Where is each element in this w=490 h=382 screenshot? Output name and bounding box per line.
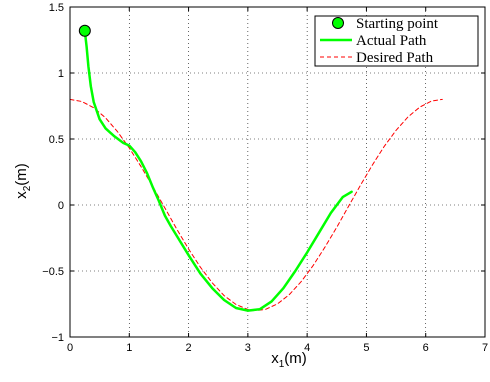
x-tick-label: 5 (363, 342, 369, 354)
y-axis-label-unit: (m) (13, 163, 30, 186)
x-tick-label: 7 (482, 342, 488, 354)
y-tick-label: −0.5 (42, 266, 64, 278)
legend: Starting point Actual Path Desired Path (314, 15, 479, 67)
x-tick-label: 1 (126, 342, 132, 354)
x-tick-label: 2 (186, 342, 192, 354)
y-axis-label-main: x (13, 191, 30, 199)
x-axis-label-sub: 1 (279, 359, 285, 370)
x-axis-label: x1(m) (271, 350, 307, 370)
x-tick-label: 0 (67, 342, 73, 354)
series-layer (69, 24, 443, 312)
plot-frame (69, 6, 486, 338)
y-tick-label: 0 (58, 200, 64, 212)
x-axis-label-main: x (271, 350, 279, 367)
legend-label-starting-point: Starting point (356, 16, 439, 32)
y-tick-label: 0.5 (49, 134, 64, 146)
tick-labels: 0 1 2 3 4 5 6 7 −1 −0.5 0 0.5 1 1.5 (42, 2, 488, 354)
y-tick-label: 1 (58, 68, 64, 80)
legend-label-actual-path: Actual Path (356, 33, 427, 49)
legend-label-desired-path: Desired Path (356, 50, 434, 66)
series-starting-point-point (78, 24, 91, 37)
y-tick-label: −1 (51, 332, 64, 344)
x-axis-label-unit: (m) (284, 350, 307, 367)
legend-marker-starting-point (332, 17, 344, 29)
x-tick-label: 3 (245, 342, 251, 354)
ticks (69, 6, 486, 338)
y-axis-label-sub: 2 (22, 185, 33, 191)
x-tick-label: 4 (304, 342, 310, 354)
y-axis-label: x2(m) (13, 163, 33, 199)
series-actual-path-line (83, 29, 353, 312)
x-tick-label: 6 (423, 342, 429, 354)
y-tick-label: 1.5 (49, 2, 64, 14)
